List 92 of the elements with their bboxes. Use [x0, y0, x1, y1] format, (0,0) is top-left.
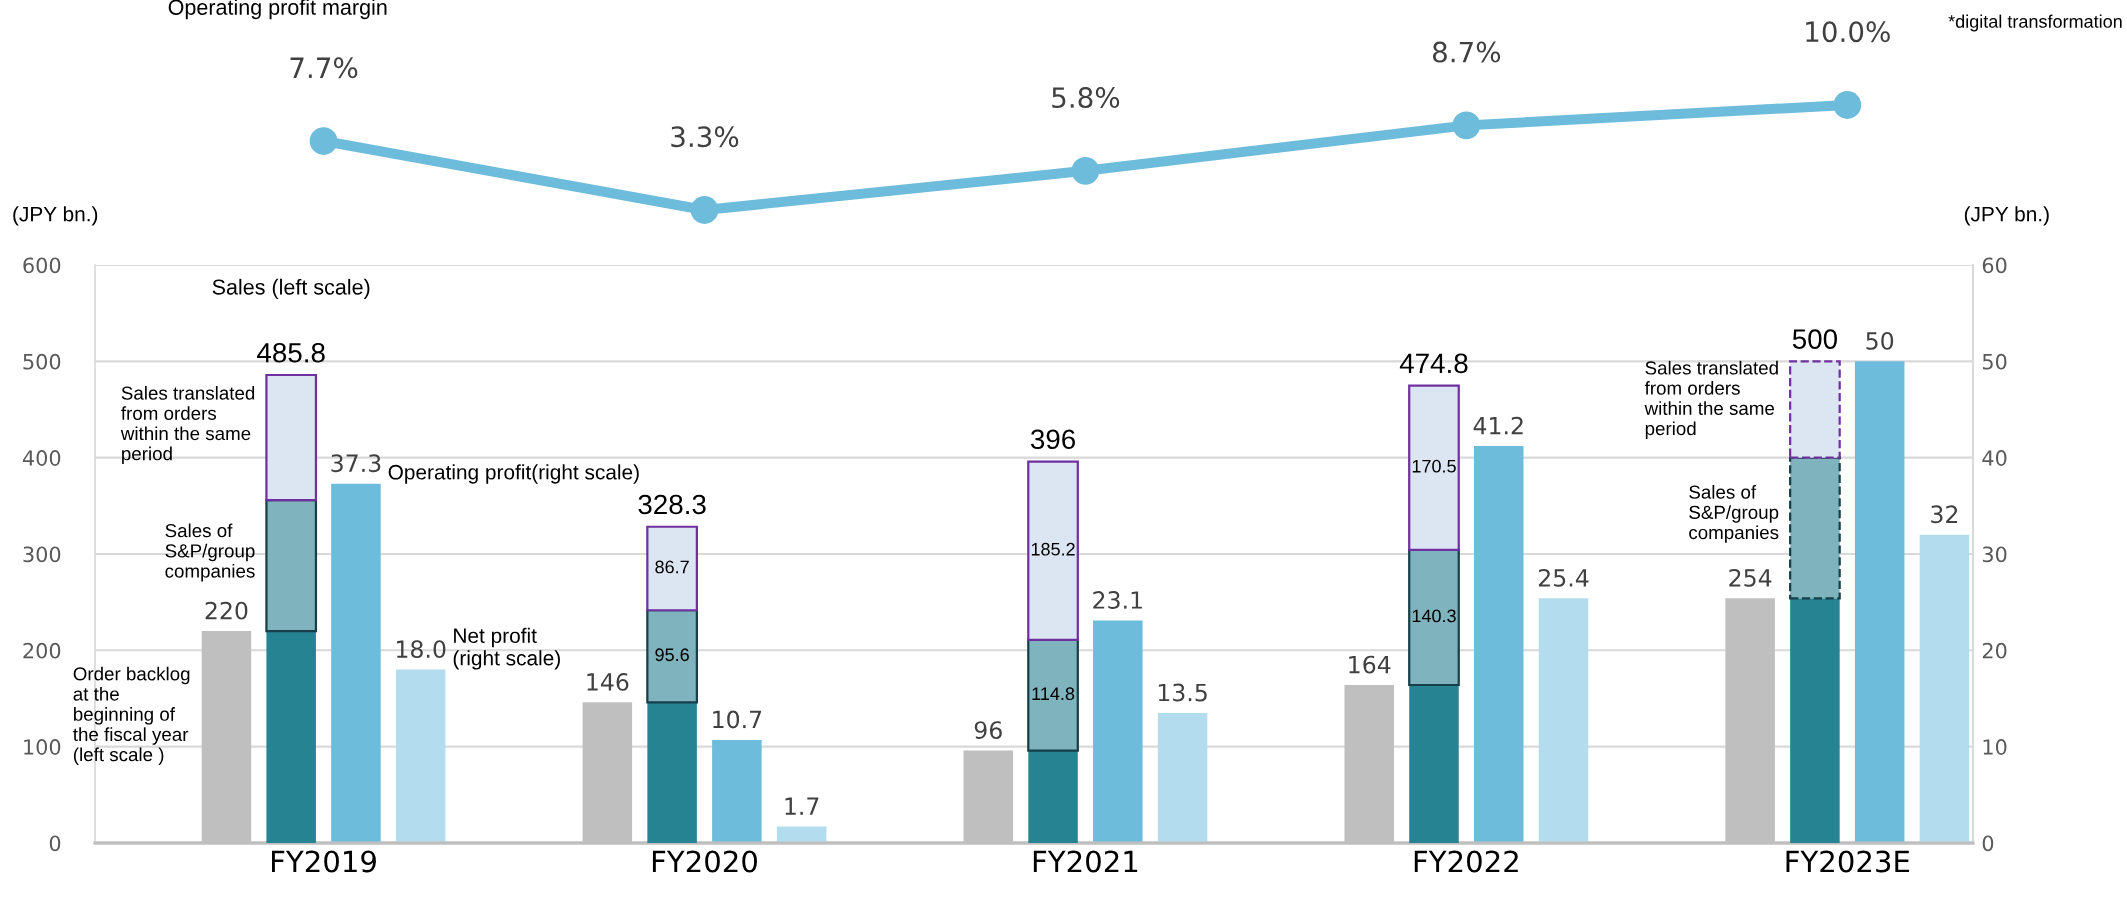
point	[1071, 156, 1100, 185]
x-tick-label: FY2020	[652, 850, 757, 873]
data-label: 114.8	[1032, 687, 1075, 701]
data-label: 140.3	[1412, 609, 1456, 623]
series-label: Sales translated from orders within the same period	[120, 386, 255, 465]
bar	[1028, 750, 1078, 843]
data-label: 95.6	[655, 648, 689, 662]
bar	[776, 826, 827, 843]
y2-tick-label: 10	[1983, 739, 2007, 755]
data-label: 25.4	[1538, 568, 1589, 587]
y-tick-label: 0	[49, 835, 61, 852]
series-label: Sales of S&P/group companies	[165, 523, 255, 582]
data-label: 37.3	[331, 454, 381, 473]
y2-axis-title: (JPY bn.)	[1964, 206, 2049, 226]
total-label: 485.8	[257, 342, 325, 363]
bar	[647, 702, 697, 843]
bar	[646, 525, 698, 612]
data-label: 10.7	[713, 710, 762, 729]
text: Operating profit margin	[168, 0, 387, 20]
bar	[1919, 534, 1970, 843]
data-label: 164	[1349, 655, 1391, 674]
data-label: 3.3%	[671, 126, 739, 148]
y-tick-label: 600	[23, 257, 61, 274]
data-label: 23.1	[1093, 591, 1142, 609]
bar	[1408, 384, 1460, 551]
bar	[1408, 548, 1460, 687]
y2-tick-label: 40	[1982, 450, 2007, 466]
bar	[1473, 446, 1524, 843]
data-label: 8.7%	[1432, 41, 1501, 63]
series-label: Sales translated from orders within the same period	[1644, 360, 1778, 439]
data-label: 32	[1931, 505, 1958, 524]
y2-tick-label: 30	[1982, 546, 2007, 563]
bar	[1789, 360, 1841, 459]
bar	[331, 483, 381, 843]
data-label: 1.7	[785, 797, 819, 815]
total-label: 396	[1030, 429, 1075, 450]
y2-tick-label: 20	[1982, 642, 2007, 659]
x-tick-label: FY2023E	[1786, 850, 1910, 873]
data-label: 146	[587, 672, 629, 691]
bar	[1854, 361, 1905, 843]
point	[690, 196, 719, 224]
point	[1833, 91, 1862, 119]
y-axis-title: (JPY bn.)	[13, 206, 98, 226]
y2-tick-label: 50	[1982, 353, 2007, 370]
y-tick-label: 400	[22, 450, 61, 466]
data-label: 86.7	[655, 560, 689, 574]
total-label: 500	[1792, 329, 1837, 349]
data-label: 185.2	[1031, 542, 1075, 556]
point	[309, 127, 338, 155]
bar	[712, 739, 762, 843]
y-tick-label: 200	[23, 642, 61, 659]
data-label: 18.0	[397, 640, 446, 659]
data-label: 41.2	[1473, 416, 1523, 435]
y2-tick-label: 0	[1982, 835, 1994, 852]
bar	[1789, 456, 1841, 600]
point	[1452, 111, 1481, 140]
bar	[1027, 638, 1079, 752]
bar	[265, 498, 318, 633]
data-label: 254	[1729, 568, 1772, 587]
bar	[646, 609, 698, 704]
bar	[1157, 712, 1208, 843]
bar	[395, 669, 446, 843]
data-label: 7.7%	[290, 57, 358, 79]
data-label: 96	[974, 721, 1002, 739]
data-label: 5.8%	[1052, 87, 1120, 109]
bar	[1409, 685, 1459, 843]
data-label: 220	[205, 601, 248, 620]
bar	[1027, 460, 1079, 642]
y-tick-label: 300	[23, 546, 61, 563]
series-label: Operating profit(right scale)	[388, 464, 639, 484]
bar	[1093, 620, 1143, 843]
data-label: 50	[1866, 331, 1894, 350]
bar	[1790, 598, 1840, 843]
data-label: 10.0%	[1806, 21, 1890, 43]
annotation: Sales (left scale)	[212, 278, 370, 299]
data-label: 13.5	[1158, 683, 1207, 702]
series-label: Sales of S&P/group companies	[1689, 484, 1779, 543]
x-tick-label: FY2019	[272, 850, 376, 873]
total-label: 474.8	[1399, 353, 1468, 374]
bar	[265, 373, 318, 502]
y-tick-label: 100	[24, 739, 61, 755]
y2-tick-label: 60	[1982, 257, 2007, 274]
x-tick-label: FY2021	[1033, 850, 1138, 873]
data-label: 170.5	[1412, 459, 1456, 473]
bar	[1538, 598, 1589, 843]
y-tick-label: 500	[23, 353, 61, 370]
text: *digital transformation	[1948, 14, 2122, 32]
series-label: Net profit (right scale)	[453, 627, 560, 670]
total-label: 328.3	[638, 494, 706, 515]
series-label: Order backlog at the beginning of the fiscal year (left scale )	[73, 666, 190, 765]
bar	[266, 631, 316, 843]
x-tick-label: FY2022	[1414, 850, 1518, 873]
